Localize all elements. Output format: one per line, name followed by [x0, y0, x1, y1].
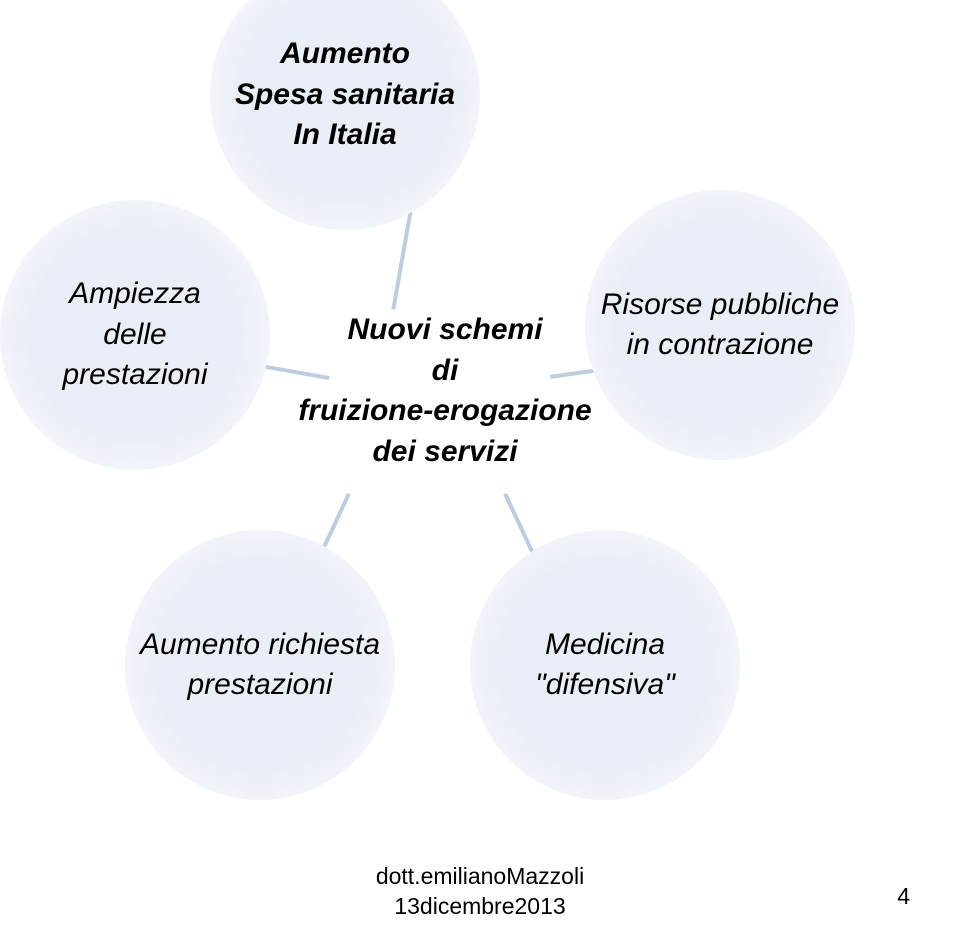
- bubble-top: Aumento Spesa sanitaria In Italia: [210, 0, 480, 230]
- bubble-bottom-right-text: Medicina "difensiva": [535, 625, 675, 706]
- page-number: 4: [897, 883, 910, 910]
- bubble-bottom-right: Medicina "difensiva": [470, 530, 740, 800]
- footer-author: dott.emilianoMazzoli: [0, 862, 960, 892]
- footer: dott.emilianoMazzoli 13dicembre2013: [0, 862, 960, 922]
- bubble-left: Ampiezza delle prestazioni: [0, 200, 270, 470]
- bubble-top-text: Aumento Spesa sanitaria In Italia: [235, 34, 455, 156]
- footer-date: 13dicembre2013: [0, 892, 960, 922]
- bubble-bottom-left: Aumento richiesta prestazioni: [125, 530, 395, 800]
- bubble-bottom-left-text: Aumento richiesta prestazioni: [140, 625, 380, 706]
- center-text: Nuovi schemi di fruizione-erogazione dei…: [235, 310, 655, 472]
- connector: [391, 210, 412, 309]
- bubble-left-text: Ampiezza delle prestazioni: [62, 274, 207, 396]
